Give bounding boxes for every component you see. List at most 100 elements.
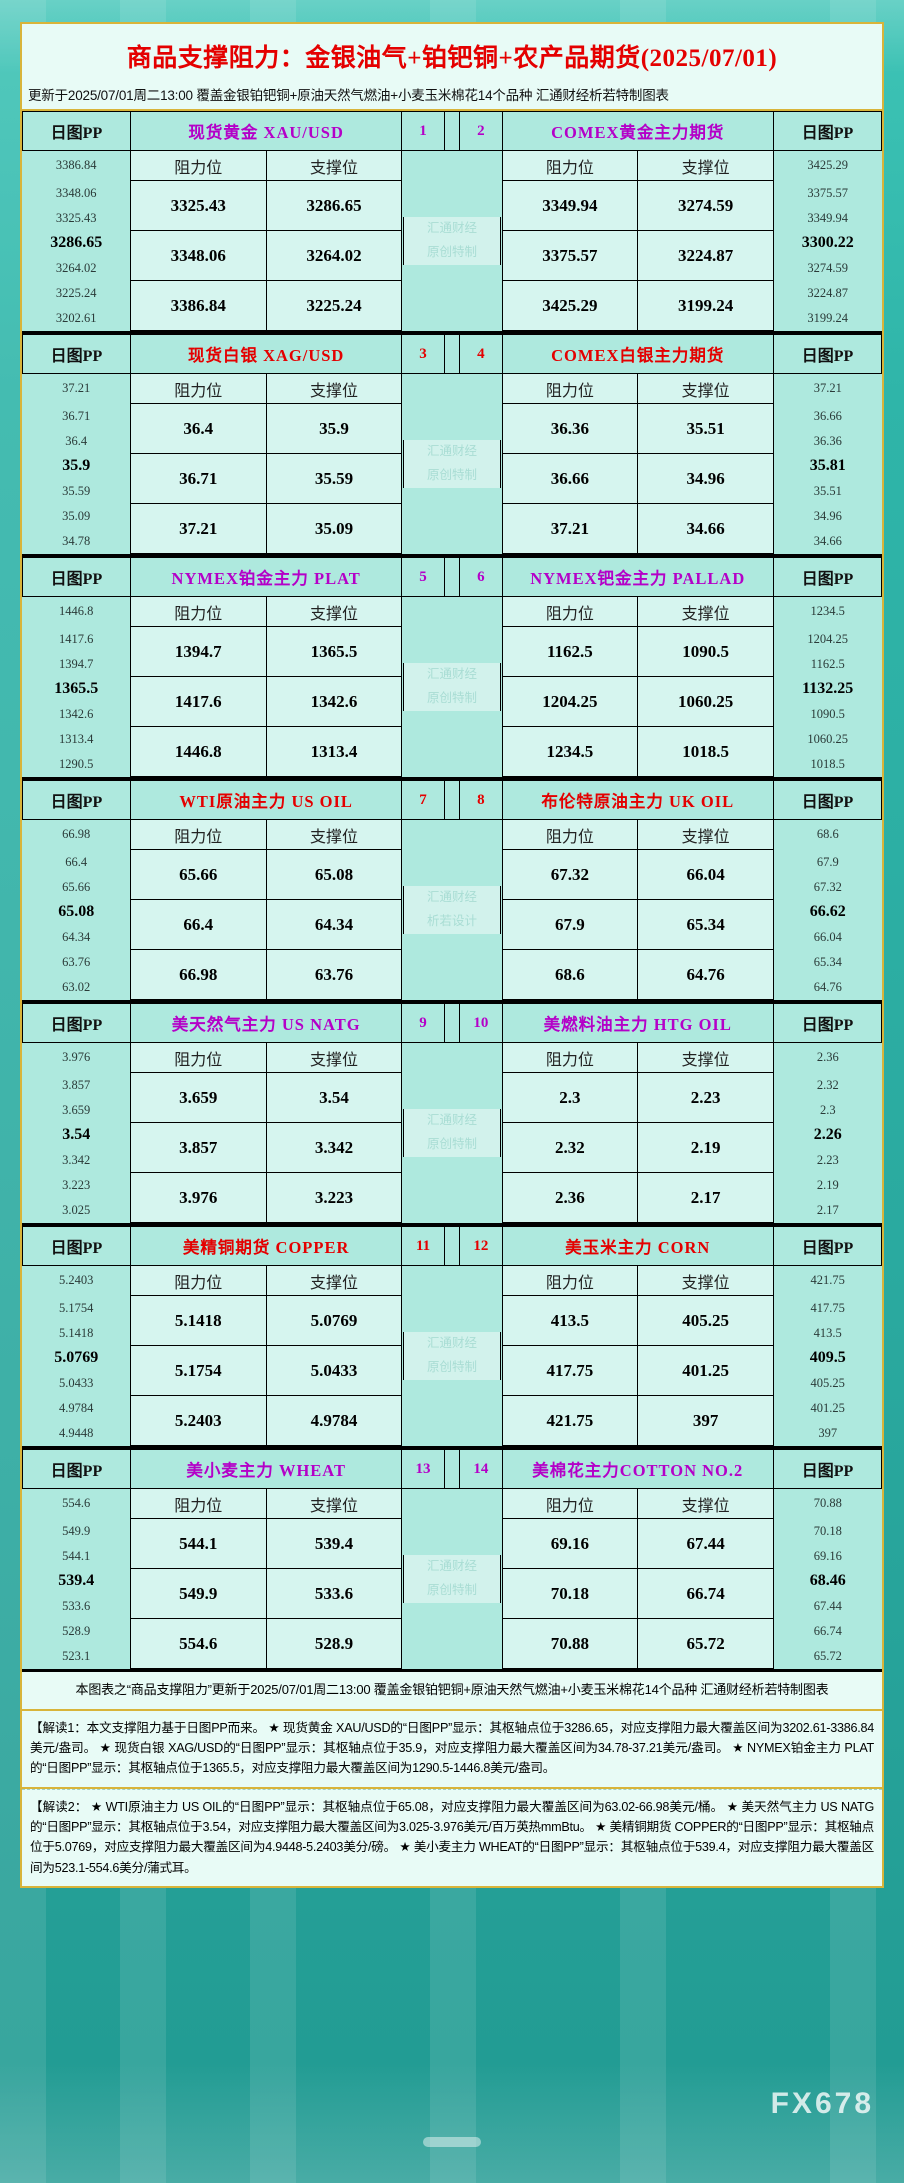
resistance-value-left: 3348.06 [129, 230, 267, 281]
support-header-left: 支撑位 [265, 819, 403, 850]
support-header-right: 支撑位 [637, 1042, 774, 1073]
pivot-level: 3349.94 [773, 205, 882, 231]
table-row: 549.9 544.1 539.4 69.16 67.44 70.18 [22, 1518, 882, 1569]
pivot-level: 67.44 [773, 1593, 882, 1619]
pivot-level: 4.9784 [22, 1395, 131, 1421]
watermark-line-1: 汇通财经 [426, 221, 477, 235]
watermark-line-1: 汇通财经 [426, 890, 477, 904]
instrument-title-right: 布伦特原油主力 UK OIL [501, 780, 775, 820]
pivot-level: 528.9 [22, 1618, 131, 1644]
support-value-right: 1060.25 [637, 676, 774, 727]
table-row-pp: 5.0433 405.25 [22, 1370, 882, 1396]
page-subtitle: 更新于2025/07/01周二13:00 覆盖金银铂钯铜+原油天然气燃油+小麦玉… [28, 88, 669, 103]
block-index-left: 9 [401, 1003, 445, 1043]
interpretation-paragraph-1: 【解读1：本文支撑阻力基于日图PP而来。 ★ 现货黄金 XAU/USD的“日图P… [22, 1710, 882, 1787]
pp-label-left: 日图PP [22, 1003, 131, 1043]
pivot-level: 66.74 [773, 1618, 882, 1644]
pivot-level: 1394.7 [22, 651, 131, 677]
pivot-level: 66.4 [22, 849, 131, 875]
table-row-pp: 3325.43 3349.94 [22, 205, 882, 231]
watermark-line-1: 汇通财经 [426, 1336, 477, 1350]
table-row: 5.0769 5.1754 5.0433 417.75 401.25 409.5 [22, 1345, 882, 1396]
support-header-left: 支撑位 [265, 596, 403, 627]
footer-divider-2 [22, 1786, 882, 1789]
pivot-level: 1290.5 [22, 751, 131, 777]
pivot-level: 539.4 [22, 1568, 131, 1594]
pivot-level: 70.18 [773, 1518, 882, 1544]
instrument-title-left: NYMEX铂金主力 PLAT [129, 557, 403, 597]
instrument-title-left: 美小麦主力 WHEAT [129, 1449, 403, 1489]
instrument-title-left: WTI原油主力 US OIL [129, 780, 403, 820]
table-row-pp: 1342.6 1090.5 [22, 701, 882, 727]
resistance-value-left: 3386.84 [129, 280, 267, 331]
block-index-left: 7 [401, 780, 445, 820]
resistance-value-right: 3375.57 [501, 230, 639, 281]
watermark-cell: 汇通财经 析若设计 [401, 819, 503, 1000]
pivot-level: 35.51 [773, 478, 882, 504]
resistance-value-right: 1204.25 [501, 676, 639, 727]
resistance-value-right: 1162.5 [501, 626, 639, 677]
block-index-right: 10 [459, 1003, 503, 1043]
pivot-level: 1162.5 [773, 651, 882, 677]
block-index-left: 5 [401, 557, 445, 597]
table-row: 35.09 37.21 35.09 37.21 34.66 34.96 [22, 503, 882, 554]
watermark-line-1: 汇通财经 [426, 667, 477, 681]
resistance-value-left: 549.9 [129, 1568, 267, 1619]
table-row: 3.223 3.976 3.223 2.36 2.17 2.19 [22, 1172, 882, 1223]
pp-label-right: 日图PP [773, 334, 882, 374]
pivot-level: 1204.25 [773, 626, 882, 652]
instrument-block: 日图PP 现货白银 XAG/USD 3 4 COMEX白银主力期货 日图PP 37.21 阻力… [22, 331, 882, 554]
support-value-right: 35.51 [637, 403, 774, 454]
support-value-left: 35.59 [265, 453, 403, 504]
pivot-level: 68.6 [773, 819, 882, 850]
watermark-cell: 汇通财经 原创特制 [401, 1488, 503, 1669]
pivot-level: 3375.57 [773, 180, 882, 206]
block-index-right: 14 [459, 1449, 503, 1489]
support-value-left: 3225.24 [265, 280, 403, 331]
table-row: 539.4 549.9 533.6 70.18 66.74 68.46 [22, 1568, 882, 1619]
support-value-left: 63.76 [265, 949, 403, 1000]
instrument-title-left: 现货黄金 XAU/USD [129, 111, 403, 151]
pivot-level: 3224.87 [773, 280, 882, 306]
pp-label-right: 日图PP [773, 780, 882, 820]
pivot-level: 3202.61 [22, 305, 131, 331]
table-row: 1417.6 1394.7 1365.5 1162.5 1090.5 1204.25 [22, 626, 882, 677]
block-index-left: 11 [401, 1226, 445, 1266]
pivot-level: 2.19 [773, 1172, 882, 1198]
page-title: 商品支撑阻力：金银油气+铂钯铜+农产品期货(2025/07/01) [126, 45, 778, 72]
interpretation-paragraph-2: 【解读2： ★ WTI原油主力 US OIL的“日图PP”显示：其枢轴点位于65… [22, 1788, 882, 1887]
pivot-level: 2.26 [773, 1122, 882, 1148]
block-title-row: 日图PP 美精铜期货 COPPER 11 12 美玉米主力 CORN 日图PP [22, 1226, 883, 1266]
table-row: 3.54 3.857 3.342 2.32 2.19 2.26 [22, 1122, 882, 1173]
support-value-right: 34.66 [637, 503, 774, 554]
watermark-line-2: 原创特制 [426, 467, 477, 482]
support-value-left: 3.342 [265, 1122, 403, 1173]
block-index-right: 2 [459, 111, 503, 151]
watermark-line-2: 原创特制 [426, 1136, 477, 1151]
pp-label-left: 日图PP [22, 1449, 131, 1489]
column-header-row: 66.98 阻力位 支撑位 汇通财经 析若设计 阻力位 支撑位 68.6 [22, 819, 882, 1000]
pp-label-left: 日图PP [22, 557, 131, 597]
pivot-level: 37.21 [22, 373, 131, 404]
pivot-level: 544.1 [22, 1543, 131, 1569]
pivot-level: 409.5 [773, 1345, 882, 1371]
pivot-level: 401.25 [773, 1395, 882, 1421]
resistance-header-left: 阻力位 [129, 373, 267, 404]
instrument-block: 日图PP 现货黄金 XAU/USD 1 2 COMEX黄金主力期货 日图PP 3386.84… [22, 111, 883, 331]
support-value-left: 1342.6 [265, 676, 403, 727]
pivot-level: 68.46 [773, 1568, 882, 1594]
resistance-value-right: 3349.94 [501, 180, 639, 231]
table-row-pp: 65.66 67.32 [22, 874, 882, 900]
pivot-level: 2.36 [773, 1042, 882, 1073]
watermark-line-2: 析若设计 [426, 913, 477, 928]
support-value-left: 5.0433 [265, 1345, 403, 1396]
resistance-header-right: 阻力位 [501, 819, 639, 850]
support-value-right: 66.04 [637, 849, 774, 900]
watermark-cell: 汇通财经 原创特制 [401, 373, 503, 554]
support-header-left: 支撑位 [265, 373, 403, 404]
resistance-header-right: 阻力位 [501, 1265, 639, 1296]
resistance-value-left: 66.98 [129, 949, 267, 1000]
support-header-right: 支撑位 [637, 150, 774, 181]
pivot-level: 34.66 [773, 528, 882, 554]
resistance-value-left: 1394.7 [129, 626, 267, 677]
